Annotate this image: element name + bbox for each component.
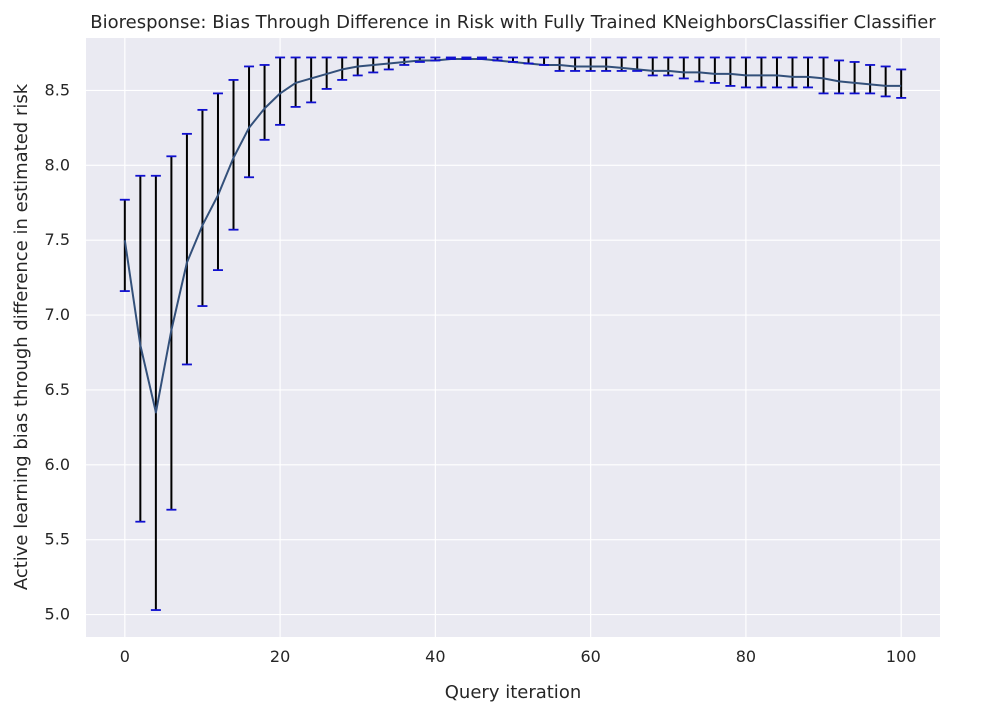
y-tick-label: 5.0	[45, 605, 70, 624]
x-axis-label: Query iteration	[445, 682, 581, 703]
y-tick-label: 7.5	[45, 230, 70, 249]
x-tick-label: 40	[425, 647, 445, 666]
y-tick-label: 8.0	[45, 155, 70, 174]
y-tick-label: 6.5	[45, 380, 70, 399]
x-tick-labels: 0 20 40 60 80 100	[120, 647, 917, 666]
plot-area	[86, 38, 940, 637]
y-tick-label: 8.5	[45, 80, 70, 99]
y-tick-label: 5.5	[45, 530, 70, 549]
grid-lines	[86, 38, 940, 637]
y-tick-labels: 5.0 5.5 6.0 6.5 7.0 7.5 8.0 8.5	[45, 80, 70, 623]
chart-title: Bioresponse: Bias Through Difference in …	[90, 12, 936, 33]
x-tick-label: 0	[120, 647, 130, 666]
error-bar-caps	[119, 56, 907, 611]
x-tick-label: 100	[886, 647, 917, 666]
x-tick-label: 20	[270, 647, 290, 666]
y-tick-label: 6.0	[45, 455, 70, 474]
y-axis-label: Active learning bias through difference …	[11, 83, 32, 590]
x-tick-label: 60	[580, 647, 600, 666]
y-tick-label: 7.0	[45, 305, 70, 324]
x-tick-label: 80	[736, 647, 756, 666]
